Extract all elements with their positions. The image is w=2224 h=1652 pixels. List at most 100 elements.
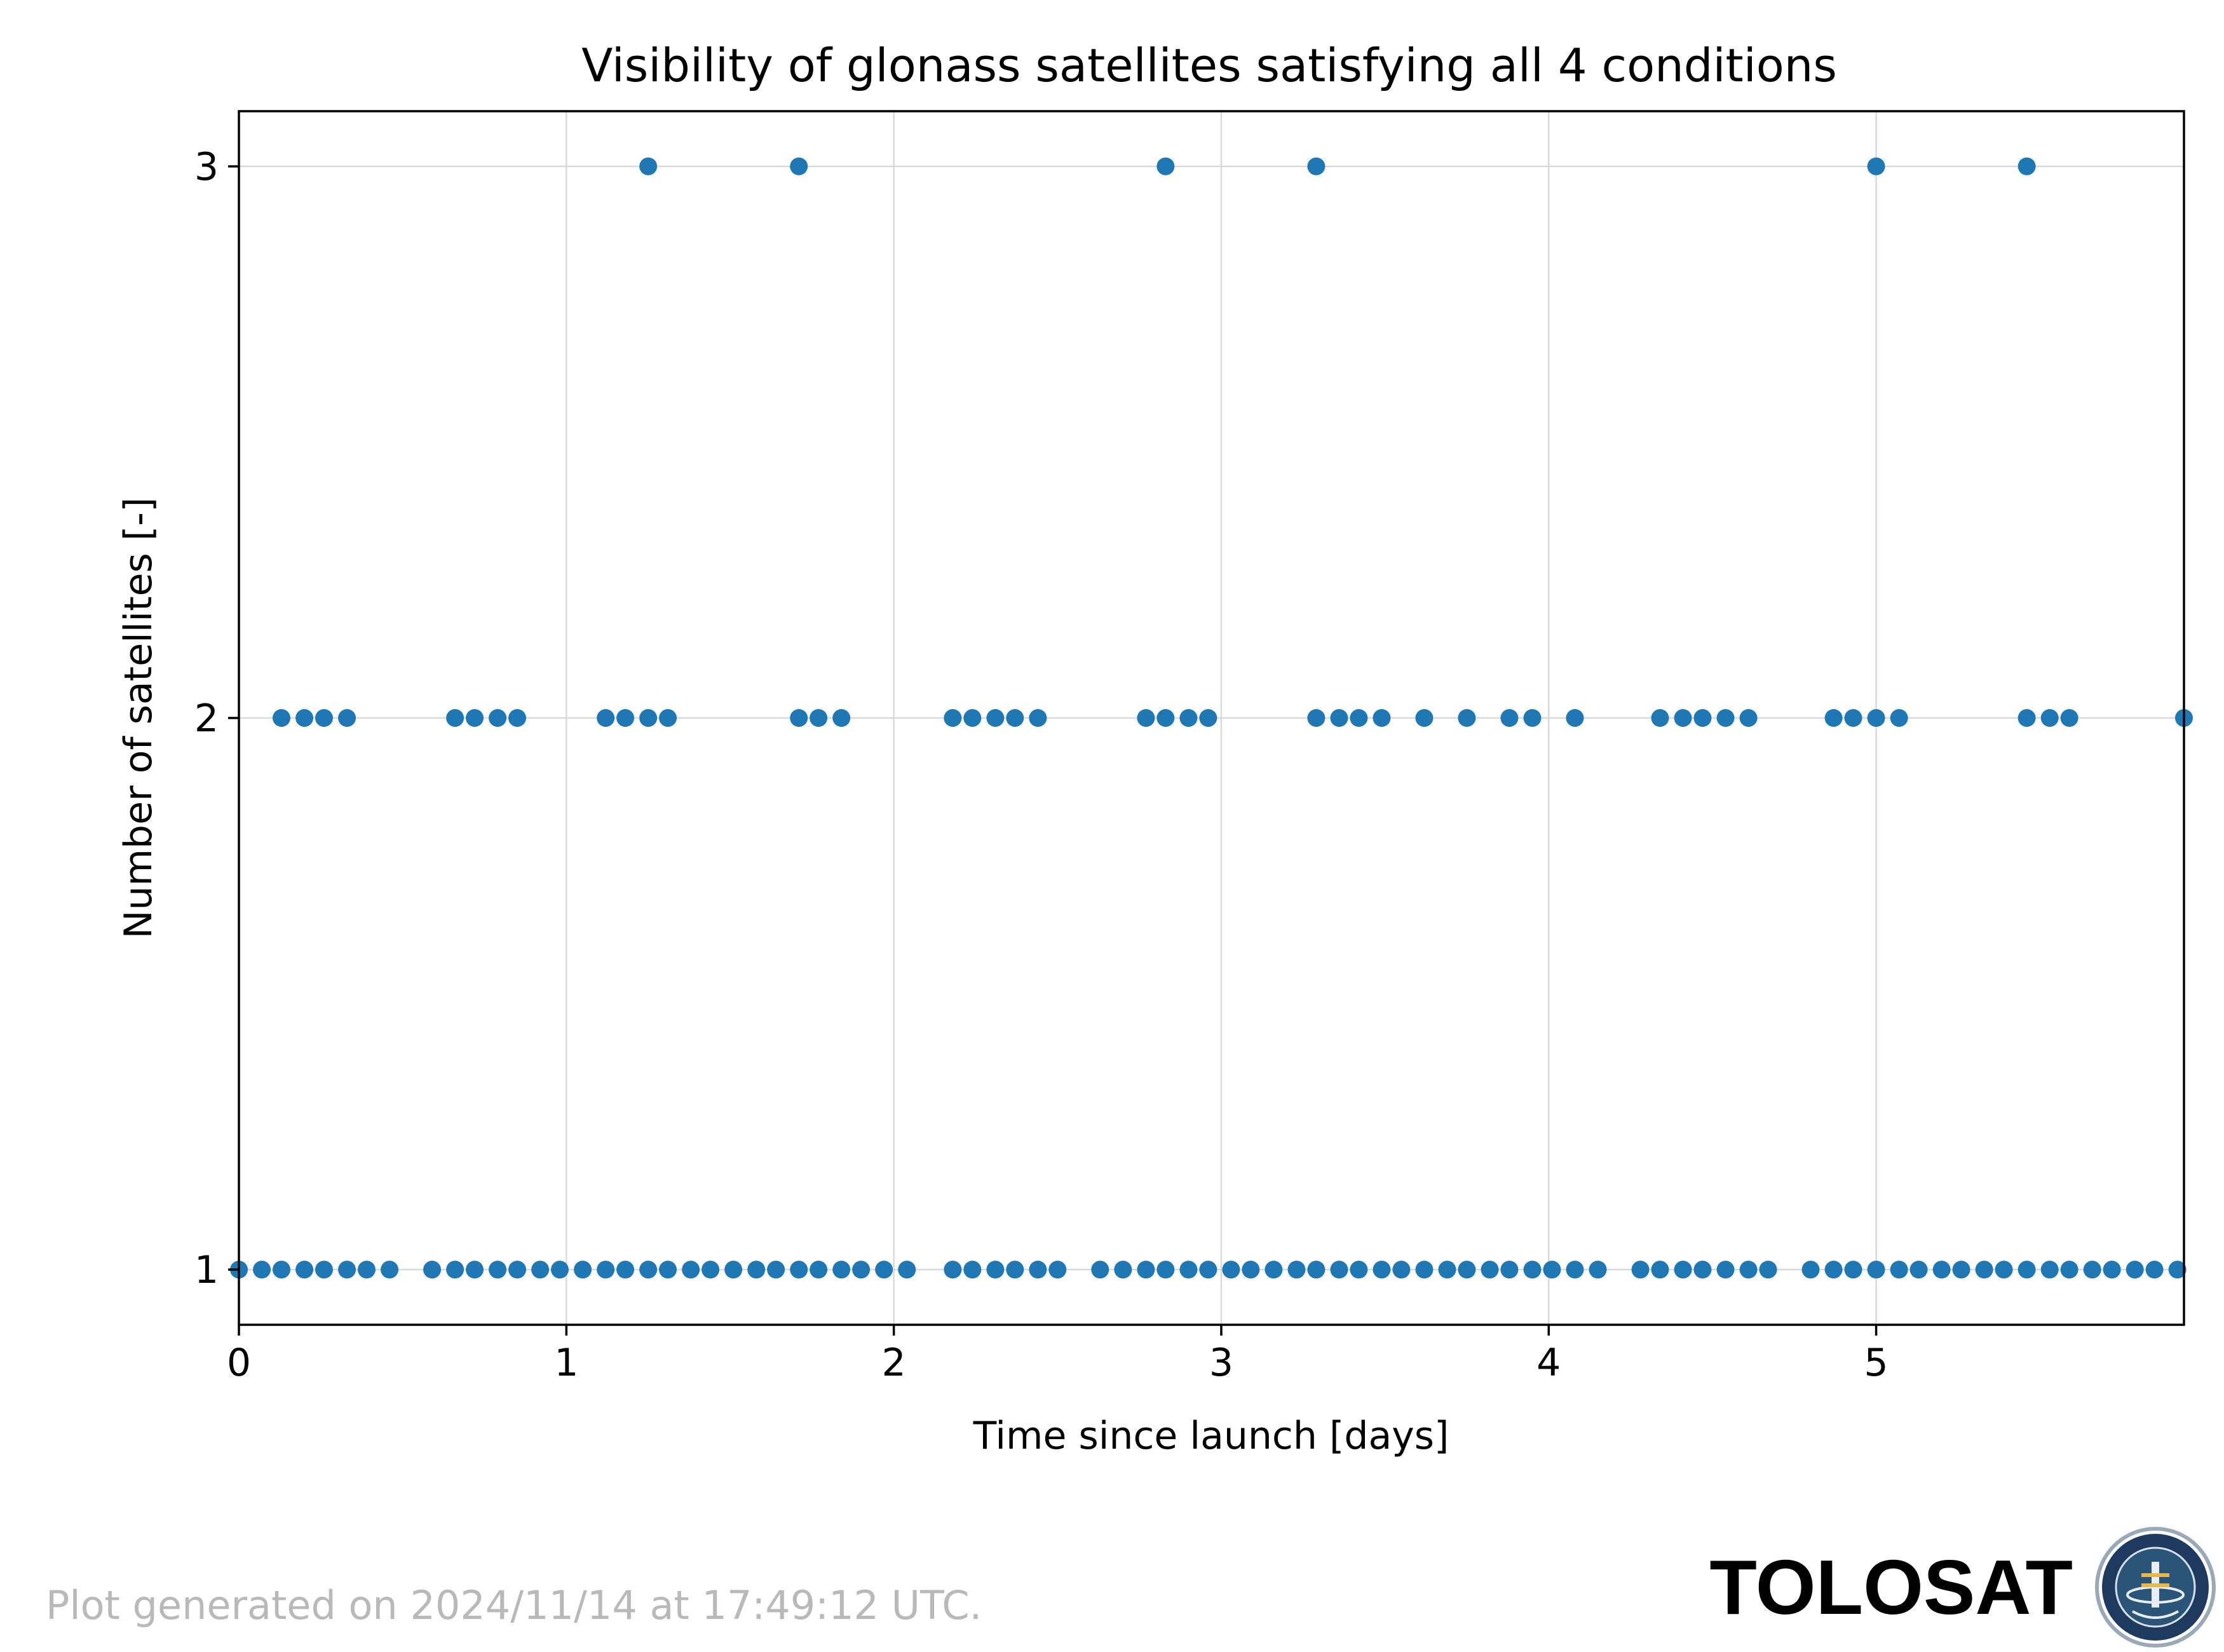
data-point: [489, 709, 507, 727]
data-point: [315, 1261, 333, 1279]
y-axis-ticks: 1 2 3: [194, 145, 239, 1292]
data-point: [315, 709, 333, 727]
data-point: [2145, 1261, 2164, 1279]
data-point: [702, 1261, 720, 1279]
data-point: [1006, 1261, 1024, 1279]
data-point: [1373, 709, 1391, 727]
data-point: [1739, 709, 1758, 727]
data-point: [1029, 709, 1047, 727]
data-point: [1566, 1261, 1584, 1279]
data-point: [616, 709, 635, 727]
data-point: [1242, 1261, 1260, 1279]
data-point: [1952, 1261, 1970, 1279]
data-point: [875, 1261, 893, 1279]
data-point: [1631, 1261, 1650, 1279]
data-point: [1867, 709, 1885, 727]
x-tick-label: 1: [554, 1341, 578, 1385]
y-tick-label: 3: [194, 145, 219, 189]
data-point: [810, 1261, 828, 1279]
x-tick-label: 3: [1209, 1341, 1233, 1385]
data-point: [253, 1261, 271, 1279]
x-tick-label: 0: [227, 1341, 251, 1385]
data-point: [2017, 157, 2036, 175]
data-point: [446, 1261, 464, 1279]
data-point: [1995, 1261, 2013, 1279]
data-point: [1523, 709, 1542, 727]
data-point: [616, 1261, 635, 1279]
data-point: [639, 157, 658, 175]
data-point: [1975, 1261, 1993, 1279]
data-point: [1801, 1261, 1820, 1279]
data-point: [1330, 709, 1348, 727]
data-point: [1844, 1261, 1862, 1279]
data-point: [272, 709, 290, 727]
data-point: [724, 1261, 743, 1279]
data-point: [1759, 1261, 1777, 1279]
x-tick-label: 4: [1536, 1341, 1561, 1385]
data-point: [1693, 709, 1712, 727]
data-point: [1415, 709, 1434, 727]
y-tick-label: 1: [194, 1248, 219, 1292]
data-point: [1500, 1261, 1519, 1279]
data-point: [1287, 1261, 1306, 1279]
data-point: [1438, 1261, 1456, 1279]
data-point: [338, 709, 356, 727]
data-point: [531, 1261, 550, 1279]
data-point: [423, 1261, 442, 1279]
data-point: [790, 157, 808, 175]
data-point: [1373, 1261, 1391, 1279]
data-point: [508, 709, 527, 727]
data-point: [1222, 1261, 1240, 1279]
chart-title: Visibility of glonass satellites satisfy…: [581, 39, 1837, 92]
data-point: [1909, 1261, 1928, 1279]
data-point: [944, 709, 962, 727]
data-point: [466, 1261, 484, 1279]
data-point: [1739, 1261, 1758, 1279]
data-point: [2168, 1261, 2187, 1279]
data-point: [639, 1261, 658, 1279]
data-point: [1867, 157, 1885, 175]
data-point: [2040, 1261, 2059, 1279]
data-point: [1651, 709, 1669, 727]
x-axis-ticks: 0 1 2 3 4 5: [227, 1325, 1888, 1385]
data-point: [1674, 1261, 1692, 1279]
data-point: [1716, 709, 1735, 727]
data-point: [963, 709, 982, 727]
data-point: [1350, 709, 1368, 727]
data-point: [2083, 1261, 2101, 1279]
data-point: [1589, 1261, 1607, 1279]
data-point: [963, 1261, 982, 1279]
data-point: [2017, 1261, 2036, 1279]
data-point: [597, 1261, 615, 1279]
x-tick-label: 2: [882, 1341, 906, 1385]
data-point: [1844, 709, 1862, 727]
data-point: [1199, 709, 1217, 727]
data-point: [1674, 709, 1692, 727]
data-point: [1458, 709, 1476, 727]
data-point: [767, 1261, 785, 1279]
x-axis-label: Time since launch [days]: [973, 1414, 1449, 1458]
data-point: [1179, 709, 1198, 727]
data-point: [682, 1261, 700, 1279]
data-point: [1029, 1261, 1047, 1279]
data-point: [1500, 709, 1519, 727]
data-point: [1265, 1261, 1283, 1279]
data-point: [1350, 1261, 1368, 1279]
data-point: [639, 709, 658, 727]
data-point: [986, 1261, 1005, 1279]
data-point: [832, 1261, 851, 1279]
generated-timestamp: Plot generated on 2024/11/14 at 17:49:12…: [46, 1582, 982, 1628]
data-point: [659, 1261, 677, 1279]
data-point: [1415, 1261, 1434, 1279]
data-point: [852, 1261, 871, 1279]
data-point: [1199, 1261, 1217, 1279]
data-point: [1824, 1261, 1843, 1279]
data-point: [1179, 1261, 1198, 1279]
data-point: [357, 1261, 376, 1279]
data-point: [1114, 1261, 1132, 1279]
data-point: [508, 1261, 527, 1279]
data-point: [1543, 1261, 1561, 1279]
data-point: [810, 709, 828, 727]
data-point: [1156, 1261, 1175, 1279]
